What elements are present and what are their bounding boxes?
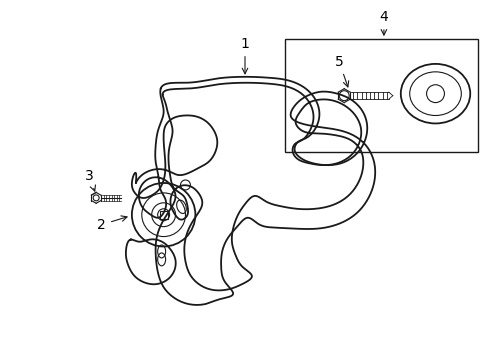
- Bar: [284, 39, 477, 152]
- Text: 2: 2: [97, 216, 127, 231]
- Text: 5: 5: [334, 55, 348, 87]
- Text: 1: 1: [240, 37, 249, 74]
- Text: 3: 3: [84, 169, 95, 191]
- Text: 4: 4: [379, 10, 387, 35]
